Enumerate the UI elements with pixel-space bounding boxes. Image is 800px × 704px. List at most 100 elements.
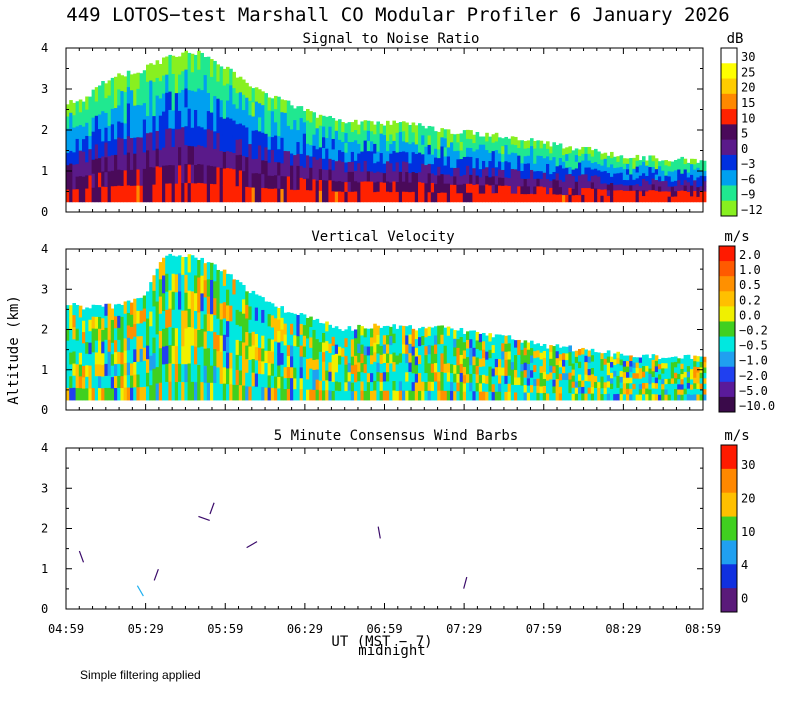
heatmap-cell bbox=[667, 196, 672, 203]
heatmap-cell bbox=[530, 362, 534, 371]
heatmap-cell bbox=[347, 171, 352, 183]
heatmap-cell bbox=[411, 152, 416, 163]
heatmap-cell bbox=[437, 344, 441, 355]
heatmap-cell bbox=[373, 192, 377, 203]
heatmap-cell bbox=[363, 364, 368, 374]
heatmap-cell bbox=[395, 191, 400, 203]
heatmap-cell bbox=[654, 355, 659, 362]
heatmap-cell bbox=[632, 373, 636, 380]
heatmap-cell bbox=[322, 380, 326, 391]
heatmap-cell bbox=[600, 394, 604, 401]
heatmap-cell bbox=[690, 369, 694, 375]
heatmap-cell bbox=[674, 356, 678, 363]
heatmap-cell bbox=[702, 378, 707, 385]
heatmap-cell bbox=[629, 372, 633, 379]
heatmap-cell bbox=[427, 192, 432, 203]
heatmap-cell bbox=[94, 187, 99, 203]
heatmap-cell bbox=[574, 369, 579, 376]
heatmap-cell bbox=[373, 352, 377, 363]
heatmap-cell bbox=[245, 332, 249, 347]
heatmap-cell bbox=[514, 169, 518, 178]
heatmap-cell bbox=[274, 162, 278, 176]
heatmap-cell bbox=[91, 89, 96, 105]
heatmap-cell bbox=[360, 335, 364, 346]
heatmap-cell bbox=[194, 73, 198, 93]
heatmap-cell bbox=[626, 180, 630, 187]
heatmap-cell bbox=[466, 147, 470, 158]
heatmap-cell bbox=[379, 192, 384, 203]
heatmap-cell bbox=[654, 388, 659, 395]
heatmap-cell bbox=[411, 337, 416, 348]
heatmap-cell bbox=[75, 126, 80, 140]
heatmap-cell bbox=[568, 180, 572, 189]
heatmap-cell bbox=[226, 151, 230, 169]
heatmap-cell bbox=[597, 176, 601, 184]
heatmap-cell bbox=[302, 111, 307, 123]
heatmap-cell bbox=[280, 150, 284, 164]
heatmap-cell bbox=[437, 131, 441, 142]
heatmap-cell bbox=[680, 384, 684, 391]
heatmap-cell bbox=[632, 378, 636, 385]
heatmap-cell bbox=[139, 153, 144, 171]
heatmap-cell bbox=[178, 183, 182, 203]
heatmap-cell bbox=[421, 390, 425, 401]
heatmap-cell bbox=[645, 388, 649, 395]
heatmap-cell bbox=[600, 165, 604, 173]
heatmap-cell bbox=[581, 367, 585, 375]
heatmap-cell bbox=[290, 389, 294, 401]
heatmap-cell bbox=[443, 381, 448, 392]
heatmap-cell bbox=[370, 373, 374, 383]
heatmap-cell bbox=[635, 184, 640, 191]
colorbar-label: 0 bbox=[741, 142, 748, 156]
heatmap-cell bbox=[114, 352, 118, 365]
heatmap-cell bbox=[360, 151, 364, 163]
heatmap-cell bbox=[229, 384, 233, 401]
heatmap-cell bbox=[155, 131, 160, 150]
heatmap-cell bbox=[357, 153, 361, 164]
heatmap-cell bbox=[158, 365, 163, 384]
heatmap-cell bbox=[654, 383, 659, 390]
heatmap-cell bbox=[389, 354, 393, 364]
heatmap-cell bbox=[370, 131, 374, 142]
heatmap-cell bbox=[85, 330, 89, 343]
heatmap-cell bbox=[542, 385, 547, 394]
heatmap-cell bbox=[309, 167, 313, 180]
heatmap-cell bbox=[296, 153, 300, 167]
heatmap-cell bbox=[658, 364, 662, 370]
heatmap-cell bbox=[536, 194, 540, 203]
heatmap-cell bbox=[88, 388, 92, 401]
heatmap-cell bbox=[517, 163, 521, 172]
heatmap-cell bbox=[341, 365, 345, 375]
colorbar-frame bbox=[720, 444, 738, 613]
heatmap-cell bbox=[421, 192, 425, 203]
heatmap-cell bbox=[267, 363, 272, 376]
heatmap-cell bbox=[136, 336, 140, 350]
heatmap-cell bbox=[440, 146, 444, 157]
heatmap-cell bbox=[357, 353, 361, 363]
heatmap-cell bbox=[584, 381, 588, 388]
heatmap-cell bbox=[344, 364, 348, 374]
heatmap-cell bbox=[686, 371, 691, 378]
heatmap-cell bbox=[379, 172, 384, 183]
heatmap-cell bbox=[274, 376, 278, 389]
heatmap-cell bbox=[523, 148, 528, 157]
heatmap-cell bbox=[686, 196, 691, 203]
heatmap-cell bbox=[421, 144, 425, 155]
heatmap-cell bbox=[386, 141, 390, 152]
heatmap-cell bbox=[498, 375, 502, 385]
heatmap-cell bbox=[379, 143, 384, 154]
heatmap-cell bbox=[309, 347, 313, 359]
heatmap-cell bbox=[440, 325, 444, 336]
heatmap-cell bbox=[702, 191, 707, 198]
heatmap-cell bbox=[152, 133, 156, 151]
heatmap-cell bbox=[366, 171, 371, 182]
heatmap-cell bbox=[229, 168, 233, 186]
heatmap-cell bbox=[296, 378, 300, 390]
heatmap-cell bbox=[552, 352, 556, 361]
heatmap-cell bbox=[600, 370, 604, 378]
heatmap-cell bbox=[440, 344, 444, 354]
heatmap-cell bbox=[501, 335, 505, 344]
heatmap-cell bbox=[408, 172, 412, 184]
heatmap-cell bbox=[507, 170, 512, 179]
heatmap-cell bbox=[562, 373, 566, 381]
